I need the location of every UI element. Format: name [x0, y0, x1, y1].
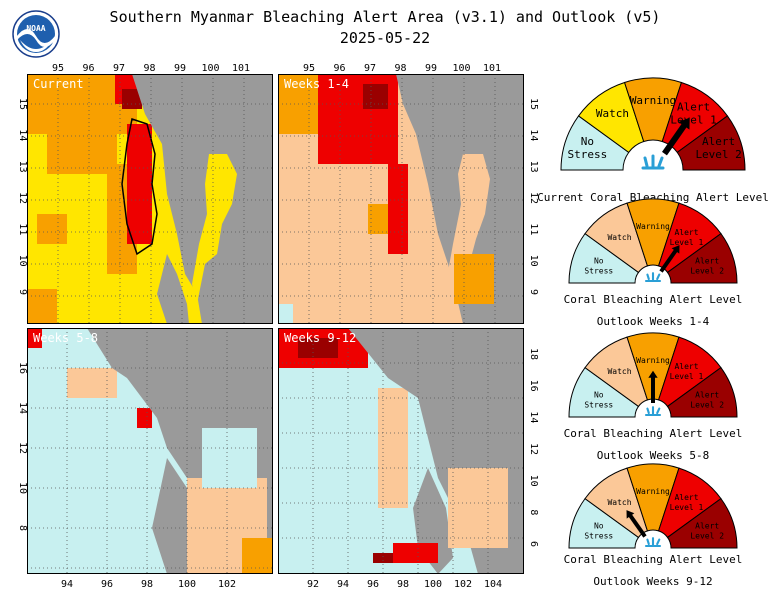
gauge-level-label: No: [594, 390, 604, 399]
gauge-level-label: Watch: [596, 107, 629, 120]
gauge-level-label: Alert: [677, 101, 710, 114]
coral-icon: [644, 537, 662, 548]
gauge-needle: [627, 512, 647, 538]
gauge-level-label: Level 1: [670, 503, 704, 512]
gauge-level-label: Alert: [674, 228, 698, 237]
gauge-level-label: No: [581, 135, 594, 148]
gauge-level-label: Level 1: [670, 238, 704, 247]
panel-label-weeks-5-8: Weeks 5-8: [33, 331, 98, 345]
gauge-segment-alert-2: [676, 115, 746, 171]
gauge-level-label: Warning: [636, 487, 670, 496]
map-weeks-9-12: Weeks 9-12: [278, 328, 524, 574]
gauge-needle: [659, 247, 679, 273]
gauge-level-label: Stress: [584, 400, 613, 409]
gauge-segment-alert-2: [666, 366, 738, 418]
gauge-needle-arrow: [678, 117, 690, 130]
gauge-level-label: Watch: [607, 498, 631, 507]
map-date: 2025-05-22: [339, 29, 431, 47]
gauge-level-label: Alert: [674, 493, 698, 502]
gauge-level-label: Level 1: [670, 372, 704, 381]
gauge-level-label: Alert: [702, 135, 735, 148]
gauge-caption: Current Coral Bleaching Alert Level: [537, 191, 769, 204]
coral-icon: [641, 154, 665, 170]
panel-label-weeks-1-4: Weeks 1-4: [284, 77, 349, 91]
gauge-level-label: Level 2: [690, 266, 724, 275]
gauge-level-label: No: [594, 521, 604, 530]
gauge-level-label: Alert: [695, 256, 719, 265]
gauge-caption: Outlook Weeks 1-4: [597, 315, 710, 328]
gauge-level-label: No: [594, 256, 604, 265]
gauge-level-label: Warning: [630, 94, 676, 107]
gauge-needle-arrow: [626, 510, 635, 519]
gauge-segment-alert-2: [666, 232, 738, 284]
panel-label-current: Current: [33, 77, 84, 91]
gauge-level-label: Alert: [695, 521, 719, 530]
map-weeks-1-4: Weeks 1-4: [278, 74, 524, 324]
gauge-caption: Coral Bleaching Alert Level: [564, 427, 743, 440]
svg-text:NOAA: NOAA: [26, 24, 45, 33]
gauge-caption: Coral Bleaching Alert Level: [564, 293, 743, 306]
gauge-needle: [662, 120, 689, 156]
gauge-level-label: Level 2: [690, 400, 724, 409]
gauge-level-label: Alert: [695, 390, 719, 399]
coral-icon: [644, 406, 662, 417]
gauge-level-label: Level 2: [690, 531, 724, 540]
gauge-level-label: Stress: [584, 266, 613, 275]
gauge-caption: Outlook Weeks 5-8: [597, 449, 710, 462]
gauge-level-label: Warning: [636, 356, 670, 365]
gauge-level-label: Watch: [607, 233, 631, 242]
gauge-needle-arrow: [648, 370, 658, 378]
gauge-level-label: Watch: [607, 367, 631, 376]
gauge-level-label: Level 2: [695, 148, 741, 161]
gauge-caption: Outlook Weeks 9-12: [593, 575, 712, 588]
noaa-logo: NOAA: [12, 10, 60, 62]
map-weeks-5-8: Weeks 5-8: [27, 328, 273, 574]
map-title: Southern Myanmar Bleaching Alert Area (v…: [109, 8, 661, 26]
gauge-needle-arrow: [671, 245, 680, 254]
gauge-caption: Coral Bleaching Alert Level: [564, 553, 743, 566]
gauge-segment-alert-2: [666, 497, 738, 549]
coral-icon: [644, 272, 662, 283]
gauge-level-label: Alert: [674, 362, 698, 371]
gauge-level-label: Stress: [584, 531, 613, 540]
map-current: Current: [27, 74, 273, 324]
panel-label-weeks-9-12: Weeks 9-12: [284, 331, 356, 345]
gauge-level-label: Warning: [636, 222, 670, 231]
gauge-level-label: Stress: [568, 148, 608, 161]
